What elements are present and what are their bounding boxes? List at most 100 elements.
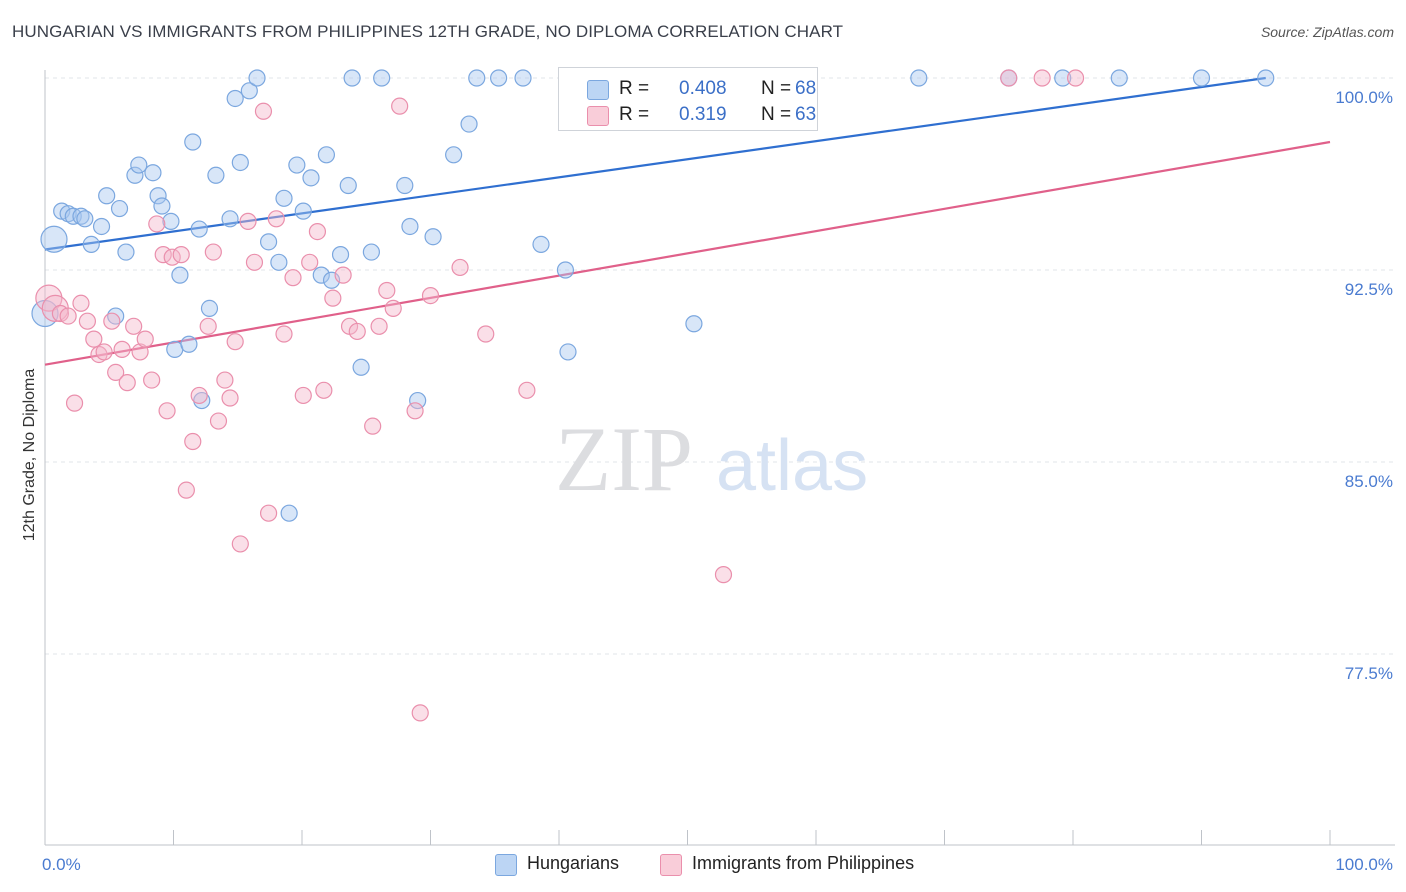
point-hungarians <box>401 217 419 236</box>
point-philippines <box>72 294 90 312</box>
point-hungarians <box>171 266 189 284</box>
trend-lines <box>44 76 1331 366</box>
point-hungarians <box>130 156 148 174</box>
point-hungarians <box>556 261 575 279</box>
point-hungarians <box>184 133 202 151</box>
point-philippines <box>714 566 733 584</box>
point-philippines <box>284 269 302 287</box>
point-philippines <box>85 330 103 348</box>
point-philippines <box>421 287 440 305</box>
point-philippines <box>1033 69 1051 87</box>
point-hungarians <box>190 220 208 238</box>
y-tick-label: 100.0% <box>1335 88 1393 107</box>
r-value: 0.408 <box>679 78 727 99</box>
point-hungarians <box>373 69 391 87</box>
point-hungarians <box>532 235 550 253</box>
point-hungarians <box>331 246 350 264</box>
point-philippines <box>231 535 249 553</box>
point-philippines <box>216 371 234 389</box>
swatch-philippines <box>587 106 609 126</box>
data-points <box>31 69 1275 722</box>
watermark: ZIP atlas <box>555 408 868 510</box>
point-hungarians <box>117 243 135 261</box>
point-hungarians <box>1110 69 1128 87</box>
point-philippines <box>158 402 176 420</box>
point-hungarians <box>144 164 162 182</box>
point-philippines <box>1000 69 1018 87</box>
swatch-hungarians <box>587 80 609 100</box>
point-philippines <box>143 371 161 389</box>
legend-label-philippines: Immigrants from Philippines <box>692 853 915 873</box>
axes <box>44 70 1395 846</box>
point-hungarians <box>339 176 357 195</box>
point-philippines <box>107 363 125 381</box>
watermark-zip: ZIP <box>555 408 693 510</box>
point-philippines <box>275 325 293 343</box>
point-philippines <box>301 253 319 271</box>
point-hungarians <box>240 82 258 100</box>
point-hungarians <box>362 243 380 261</box>
r-value: 0.319 <box>679 104 727 125</box>
n-label: N = <box>761 104 792 125</box>
point-philippines <box>199 317 217 335</box>
point-philippines <box>411 704 429 722</box>
point-hungarians <box>98 187 116 205</box>
point-philippines <box>384 299 402 317</box>
tick-labels: 77.5% 85.0% 92.5% 100.0% 0.0% 100.0% <box>42 88 1393 874</box>
point-hungarians <box>180 335 198 353</box>
point-hungarians <box>352 358 370 376</box>
point-philippines <box>118 374 136 392</box>
point-philippines <box>370 317 388 335</box>
point-philippines <box>451 258 469 277</box>
point-philippines <box>518 381 536 399</box>
point-hungarians <box>445 146 463 164</box>
point-philippines <box>95 343 113 361</box>
point-hungarians <box>910 69 928 87</box>
point-philippines <box>254 102 273 120</box>
y-tick-label: 85.0% <box>1345 472 1393 491</box>
y-tick-label: 77.5% <box>1345 664 1393 683</box>
point-hungarians <box>317 146 336 164</box>
point-hungarians <box>248 69 266 87</box>
point-philippines <box>209 412 228 430</box>
point-hungarians <box>409 391 427 410</box>
point-hungarians <box>207 166 225 184</box>
point-philippines <box>221 389 239 407</box>
point-philippines <box>78 312 97 330</box>
point-philippines <box>103 312 121 330</box>
x-tick-label-max: 100.0% <box>1335 855 1393 874</box>
trend-line-hungarians <box>44 76 1266 251</box>
point-hungarians <box>110 199 129 218</box>
point-hungarians <box>424 228 442 246</box>
point-hungarians <box>559 343 577 361</box>
point-philippines <box>378 281 396 300</box>
point-philippines <box>308 223 327 241</box>
point-philippines <box>59 307 77 325</box>
point-hungarians <box>200 299 219 317</box>
point-philippines <box>113 340 131 358</box>
point-philippines <box>267 210 285 228</box>
legend-swatch-hungarians <box>495 854 517 876</box>
n-value: 63 <box>795 104 817 125</box>
point-philippines <box>226 333 244 351</box>
source-label: Source: ZipAtlas.com <box>1260 24 1394 40</box>
point-philippines <box>131 343 149 361</box>
point-hungarians <box>312 266 330 284</box>
point-philippines <box>177 481 195 499</box>
point-hungarians <box>343 69 361 87</box>
point-hungarians <box>270 253 288 271</box>
n-label: N = <box>761 78 792 99</box>
point-philippines <box>315 381 333 399</box>
point-philippines <box>324 289 342 307</box>
point-hungarians <box>280 504 298 522</box>
point-philippines <box>148 215 166 233</box>
point-philippines <box>294 386 312 405</box>
trend-line-philippines <box>44 140 1331 366</box>
point-philippines <box>136 330 154 348</box>
r-label: R = <box>619 104 650 125</box>
point-hungarians <box>1192 69 1211 87</box>
point-hungarians <box>76 210 94 228</box>
point-hungarians <box>1257 69 1275 87</box>
point-philippines <box>477 325 495 343</box>
